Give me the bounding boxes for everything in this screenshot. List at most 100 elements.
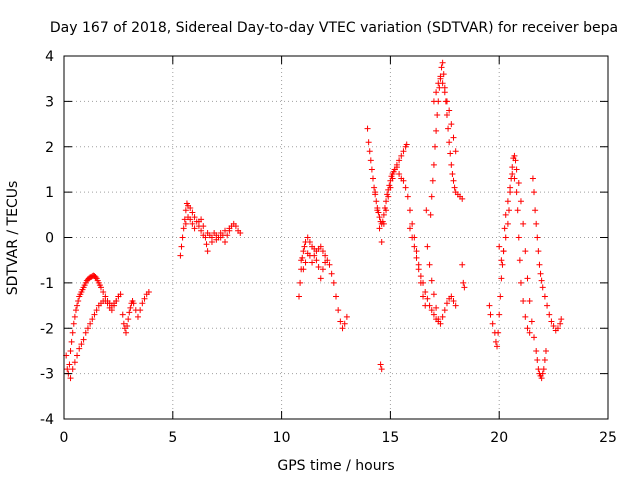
data-point — [296, 293, 303, 300]
data-point — [512, 157, 519, 164]
data-point — [550, 322, 557, 329]
data-point — [366, 148, 373, 155]
data-point — [554, 325, 561, 332]
data-point — [87, 320, 94, 327]
data-point — [125, 316, 132, 323]
data-point — [451, 184, 458, 191]
x-tick-labels: 0 5 10 15 20 25 — [60, 430, 617, 446]
data-point — [80, 336, 87, 343]
series-sat-j — [406, 207, 459, 327]
data-point — [377, 361, 384, 368]
data-point — [539, 284, 546, 291]
data-point — [448, 293, 455, 300]
data-point — [313, 257, 320, 264]
data-point — [393, 164, 400, 171]
data-point — [365, 139, 372, 146]
data-point — [532, 207, 539, 214]
data-point — [460, 279, 467, 286]
data-point — [402, 184, 409, 191]
series-sat-l — [430, 75, 468, 291]
data-point — [504, 198, 511, 205]
y-tick-label: 4 — [45, 49, 54, 65]
data-point — [536, 261, 543, 268]
series-sat-d — [177, 200, 244, 259]
data-point — [302, 259, 309, 266]
data-point — [538, 375, 545, 382]
data-point — [557, 320, 564, 327]
data-point — [494, 343, 501, 350]
data-point — [217, 234, 224, 241]
data-point — [511, 152, 518, 159]
data-point — [91, 311, 98, 318]
data-point — [304, 234, 311, 241]
data-point — [137, 307, 144, 314]
data-point — [189, 209, 196, 216]
data-point — [298, 257, 305, 264]
data-point — [306, 239, 313, 246]
data-point — [322, 259, 329, 266]
data-point — [376, 214, 383, 221]
data-point — [535, 248, 542, 255]
data-point — [126, 309, 133, 316]
data-point — [496, 311, 503, 318]
data-point — [486, 302, 493, 309]
data-point — [389, 175, 396, 182]
data-point — [447, 150, 454, 157]
series-sat-i — [372, 164, 442, 373]
data-point — [413, 254, 420, 261]
data-point — [509, 170, 516, 177]
data-point — [450, 134, 457, 141]
data-point — [378, 366, 385, 373]
data-point — [317, 243, 324, 250]
data-point — [369, 175, 376, 182]
data-point — [182, 207, 189, 214]
data-point — [430, 98, 437, 105]
data-point — [104, 300, 111, 307]
data-point — [374, 207, 381, 214]
data-point — [89, 316, 96, 323]
data-point — [67, 347, 74, 354]
data-point — [213, 236, 220, 243]
data-point — [502, 211, 509, 218]
data-point — [413, 248, 420, 255]
data-point — [396, 157, 403, 164]
data-point — [514, 207, 521, 214]
data-point — [417, 273, 424, 280]
data-point — [443, 111, 450, 118]
x-tick-label: 20 — [490, 430, 508, 446]
series-sat-a — [63, 272, 124, 377]
data-point — [387, 184, 394, 191]
data-point — [191, 214, 198, 221]
data-point — [501, 225, 508, 232]
data-point — [84, 325, 91, 332]
y-tick-label: 2 — [45, 140, 54, 156]
data-point — [546, 311, 553, 318]
data-point — [504, 220, 511, 227]
data-point — [434, 111, 441, 118]
data-point — [68, 338, 75, 345]
data-point — [364, 125, 371, 132]
data-point — [526, 329, 533, 336]
x-tick-label: 15 — [381, 430, 399, 446]
data-point — [411, 243, 418, 250]
data-point — [432, 143, 439, 150]
data-point — [428, 307, 435, 314]
y-axis-label: SDTVAR / TECUs — [5, 181, 21, 296]
x-tick-label: 25 — [599, 430, 617, 446]
data-points — [63, 59, 565, 382]
data-point — [498, 275, 505, 282]
data-point — [417, 279, 424, 286]
data-point — [64, 366, 71, 373]
data-point — [495, 329, 502, 336]
data-point — [502, 234, 509, 241]
data-point — [489, 320, 496, 327]
data-point — [438, 64, 445, 71]
data-point — [400, 177, 407, 184]
y-tick-label: 1 — [45, 185, 54, 201]
data-point — [319, 248, 326, 255]
grid-lines — [64, 56, 608, 419]
data-point — [70, 320, 77, 327]
data-point — [120, 320, 127, 327]
data-point — [326, 261, 333, 268]
